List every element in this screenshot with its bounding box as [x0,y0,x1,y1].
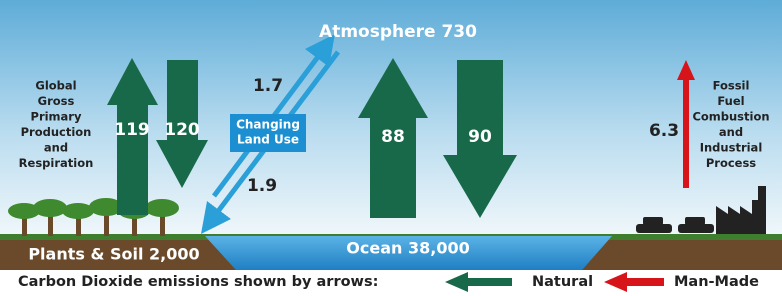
label-line: Process [706,156,756,170]
ocean-label: Ocean 38,000 [346,239,469,258]
legend-natural: Natural [532,274,593,290]
atmosphere: Atmosphere 730 [319,22,477,42]
label-line: Changing [236,118,300,132]
label-line: Production [21,125,92,139]
label-line: Land Use [237,133,299,147]
label-line: and [719,125,743,139]
flow-value: 119 [114,120,150,140]
flow-value: 88 [381,127,405,147]
flow-value: 90 [468,127,492,147]
label-line: Combustion [692,110,769,124]
plants-soil: Plants & Soil 2,000 [28,245,199,264]
label-line: Respiration [19,156,94,170]
legend-caption: Carbon Dioxide emissions shown by arrows… [18,274,378,290]
flow-value: 6.3 [649,121,679,141]
label-line: and [44,141,68,155]
label-line: Global [35,79,76,93]
label-line: Gross [38,94,75,108]
flow-value: 120 [164,120,200,140]
label-line: Fuel [717,94,744,108]
carbon-cycle-diagram: Atmosphere 730 GlobalGross PrimaryProduct… [0,0,782,292]
legend-man-made: Man-Made [674,274,759,290]
flow-value: 1.7 [253,76,283,96]
label-line: Fossil [713,79,750,93]
label-line: Primary [31,110,82,124]
flow-value: 1.9 [247,176,277,196]
label-line: Industrial [700,141,763,155]
